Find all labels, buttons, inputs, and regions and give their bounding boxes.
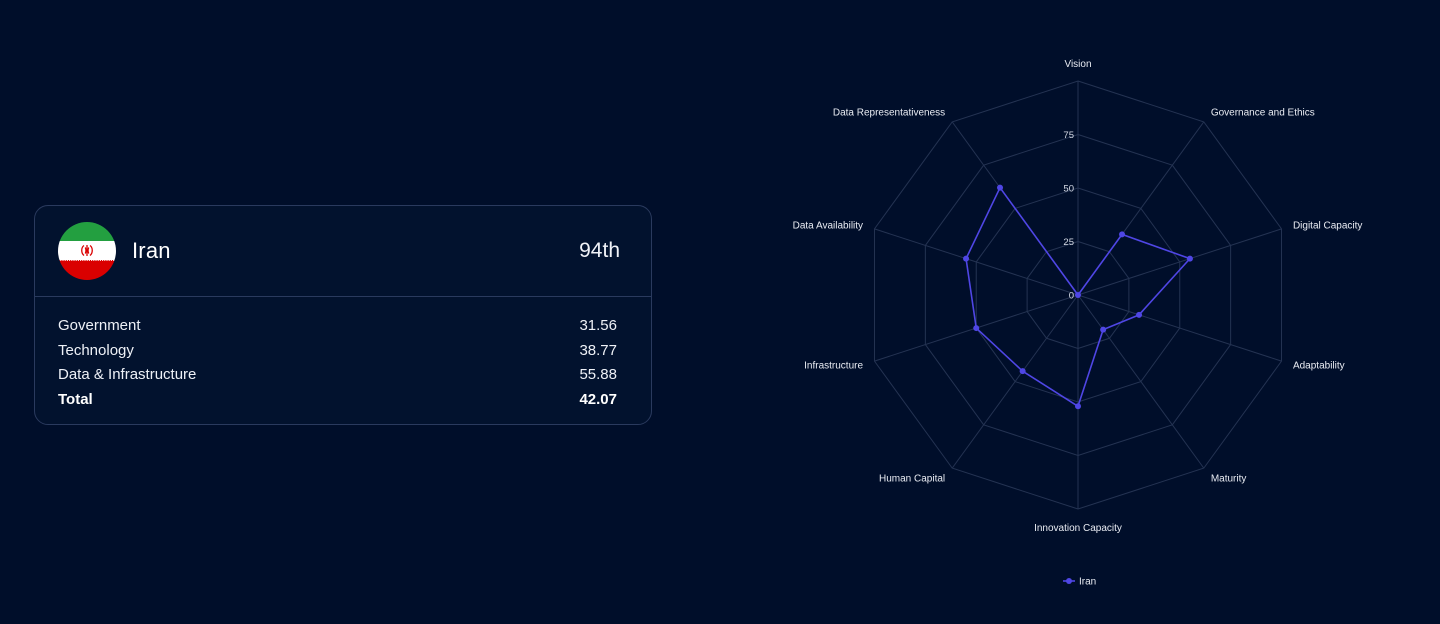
total-label: Total xyxy=(58,390,93,408)
data-point xyxy=(1075,292,1081,298)
total-value: 42.07 xyxy=(579,390,617,408)
score-row-value: 38.77 xyxy=(579,341,617,359)
data-point xyxy=(973,325,980,332)
card-header: Iran 94th xyxy=(35,206,651,297)
country-rank: 94th xyxy=(579,239,620,262)
radar-spoke xyxy=(1077,228,1282,296)
legend-marker xyxy=(1066,578,1072,584)
data-point xyxy=(1136,311,1143,318)
radar-spoke xyxy=(1077,294,1205,469)
axis-label: Data Representativeness xyxy=(833,108,945,119)
score-row-data-infrastructure: Data & Infrastructure 55.88 xyxy=(58,362,617,387)
axis-label: Vision xyxy=(1064,59,1091,70)
iran-flag-icon xyxy=(58,222,116,280)
radial-tick-label: 75 xyxy=(1063,130,1074,141)
axis-label: Human Capital xyxy=(879,473,945,484)
score-row-value: 55.88 xyxy=(579,366,617,384)
axis-label: Governance and Ethics xyxy=(1211,108,1315,119)
score-row-government: Government 31.56 xyxy=(58,313,617,338)
data-point xyxy=(997,184,1004,191)
country-name: Iran xyxy=(132,238,171,263)
radial-tick-label: 50 xyxy=(1063,184,1074,195)
score-row-value: 31.56 xyxy=(579,316,617,334)
score-row-total: Total 42.07 xyxy=(58,387,617,412)
axis-label: Data Availability xyxy=(793,221,863,232)
data-point xyxy=(1019,368,1026,375)
radar-chart: 0 25 50 75 Vision Governance and Ethics Digita… xyxy=(760,40,1400,610)
score-rows: Government 31.56 Technology 38.77 Data &… xyxy=(35,297,651,412)
axis-label: Adaptability xyxy=(1293,360,1345,371)
score-row-label: Technology xyxy=(58,341,134,359)
score-row-label: Government xyxy=(58,316,141,334)
data-point xyxy=(1186,255,1193,262)
score-row-label: Data & Infrastructure xyxy=(58,366,197,384)
axis-label: Digital Capacity xyxy=(1293,221,1362,232)
axis-label: Maturity xyxy=(1211,473,1247,484)
radar-spoke xyxy=(1077,294,1282,362)
radar-chart-svg: 0 25 50 75 Vision Governance and Ethics Digita… xyxy=(793,59,1363,588)
axis-label: Infrastructure xyxy=(804,360,863,371)
data-point xyxy=(1119,231,1126,238)
radar-spoke xyxy=(951,294,1079,469)
radial-tick-label: 25 xyxy=(1063,237,1074,248)
legend-label: Iran xyxy=(1079,577,1096,588)
country-score-card: Iran 94th Government 31.56 Technology 38… xyxy=(34,205,652,425)
data-point xyxy=(1100,326,1107,333)
axis-label: Innovation Capacity xyxy=(1034,523,1122,534)
radial-tick-label: 0 xyxy=(1069,291,1074,302)
radar-spoke xyxy=(874,228,1079,296)
data-point xyxy=(963,255,970,262)
data-point xyxy=(1075,403,1081,410)
score-row-technology: Technology 38.77 xyxy=(58,338,617,363)
